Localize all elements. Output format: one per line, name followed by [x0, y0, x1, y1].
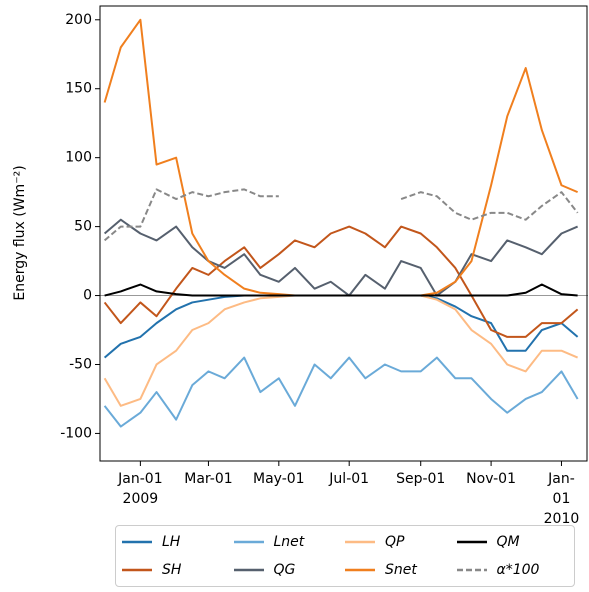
legend-label: Snet [385, 562, 417, 578]
legend-label: Lnet [273, 534, 305, 550]
legend-label: QP [385, 534, 405, 550]
y-tick-label: 0 [83, 288, 92, 304]
legend-swatch [456, 568, 487, 572]
legend-swatch [233, 540, 264, 544]
series-line [103, 356, 579, 428]
x-tick-label: May-01 [253, 471, 305, 487]
legend-swatch [233, 568, 264, 572]
series-line [104, 283, 578, 297]
x-tick-label: Nov-01 [466, 471, 516, 487]
series-line [103, 225, 579, 338]
x-tick-label: Jul-01 [329, 471, 370, 487]
legend-label: SH [162, 562, 182, 578]
legend: LH SH Lnet QG QP Snet QM α*100 [115, 525, 575, 587]
series-line [103, 218, 579, 297]
legend-swatch [345, 568, 375, 572]
chart: Energy flux (Wm⁻²) -100 -50 0 50 100 150 200 [12, 5, 588, 466]
legend-swatch [345, 540, 375, 544]
x-tick-label: Sep-01 [396, 471, 446, 487]
legend-swatch [122, 568, 152, 572]
y-tick-label: -100 [60, 425, 92, 441]
legend-label: α*100 [496, 562, 540, 578]
legend-entry: QM [456, 528, 569, 556]
legend-entry: LH [122, 528, 234, 556]
y-tick-label: 100 [65, 150, 92, 166]
legend-label: QG [273, 562, 296, 578]
legend-swatch [122, 540, 152, 544]
series-line [103, 188, 579, 242]
legend-label: QM [496, 534, 520, 550]
y-tick-label: 150 [65, 81, 92, 97]
legend-entry: QP [345, 528, 457, 556]
legend-swatch [456, 540, 487, 544]
legend-entry: Lnet [233, 528, 346, 556]
legend-entry: Snet [345, 556, 457, 584]
series-line [103, 18, 579, 297]
legend-entry: SH [122, 556, 234, 584]
x-tick-label: Jan-01 2009 [118, 471, 163, 507]
x-tick-label: Jan-01 2010 [543, 471, 580, 527]
y-tick-label: 50 [74, 219, 92, 235]
y-tick-label: 200 [65, 12, 92, 28]
series-line [103, 294, 579, 359]
legend-label: LH [162, 534, 181, 550]
legend-entry: QG [233, 556, 346, 584]
legend-entry: α*100 [456, 556, 569, 584]
plot-frame [99, 5, 588, 462]
x-tick-label: Mar-01 [184, 471, 233, 487]
y-axis-label: Energy flux (Wm⁻²) [12, 165, 28, 300]
y-tick-label: -50 [69, 356, 92, 372]
